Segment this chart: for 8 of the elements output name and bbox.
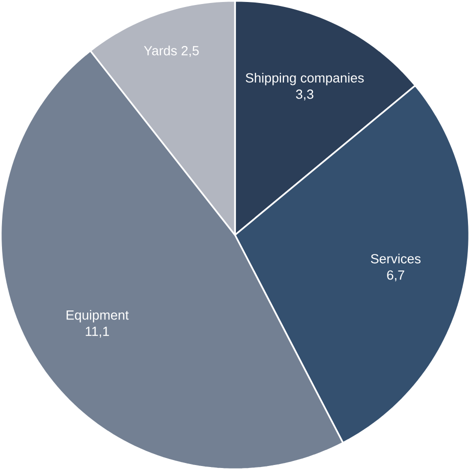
data-label: 11,1: [86, 326, 109, 338]
data-label: 6,7: [387, 270, 404, 282]
slice-label: Shipping companies: [246, 72, 364, 86]
slice-label: Equipment: [66, 310, 129, 322]
data-label: 3,3: [296, 89, 314, 100]
slice-label: Yards: [144, 46, 177, 56]
data-label: 2,5: [182, 46, 199, 57]
slice-label: Services: [370, 254, 421, 264]
